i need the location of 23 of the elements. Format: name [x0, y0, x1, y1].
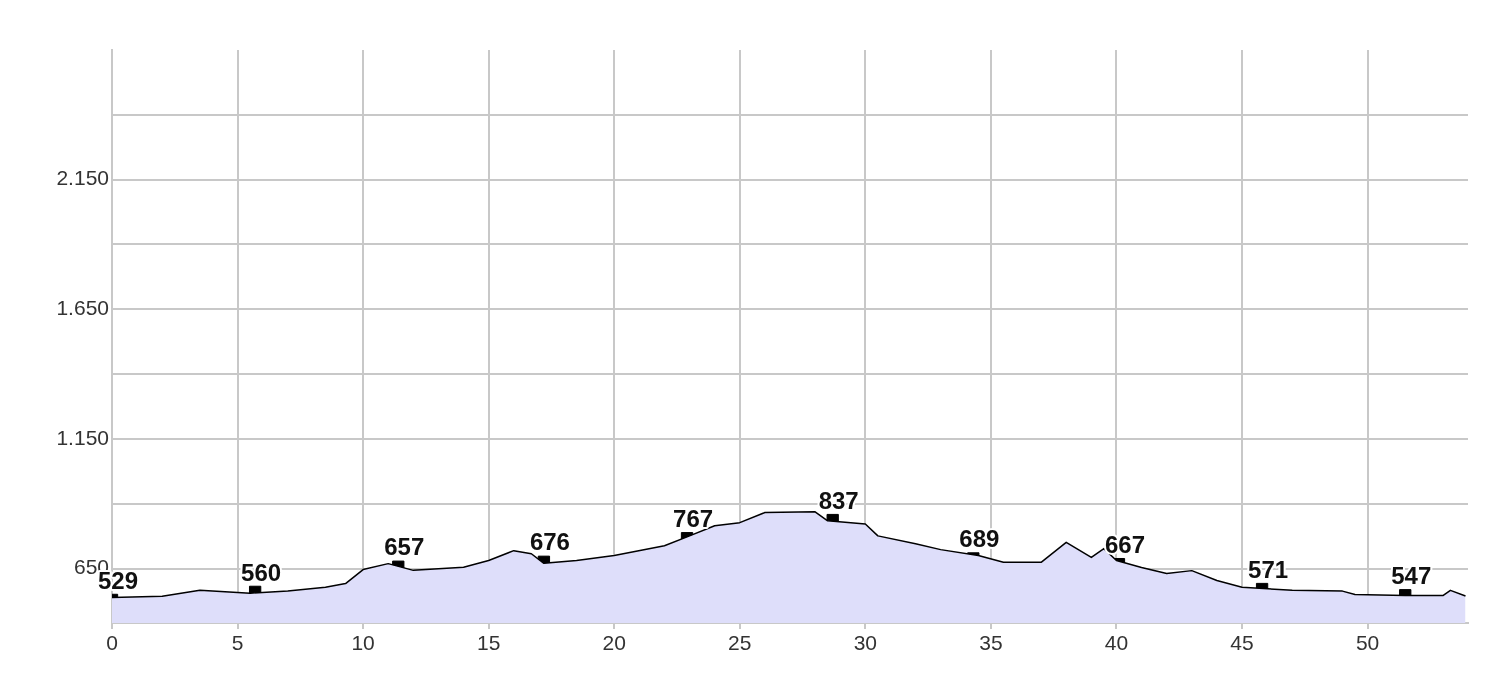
x-tick-label: 25: [728, 631, 752, 655]
data-label: 657: [384, 533, 425, 561]
x-tick-label: 40: [1104, 631, 1129, 655]
data-label: 560: [241, 558, 282, 586]
x-tick-label: 15: [476, 631, 501, 655]
data-label: 571: [1248, 555, 1289, 583]
x-tick-label: 35: [979, 631, 1003, 655]
data-label: 767: [673, 504, 714, 532]
data-label: 676: [529, 528, 570, 556]
data-label: 689: [959, 525, 1000, 553]
x-tick-label: 10: [351, 631, 375, 655]
x-tick-label: 0: [106, 631, 118, 655]
data-label: 547: [1391, 561, 1432, 589]
x-tick-label: 50: [1355, 631, 1380, 655]
y-tick-label: 2.150: [56, 166, 109, 190]
x-tick-label: 45: [1230, 631, 1254, 655]
x-tick-label: 20: [602, 631, 626, 655]
data-label: 837: [818, 486, 859, 514]
y-tick-label: 1.150: [56, 425, 109, 449]
data-label: 667: [1104, 530, 1145, 558]
x-tick-label: 30: [853, 631, 878, 655]
x-tick-label: 5: [231, 631, 244, 655]
y-tick-label: 1.650: [56, 296, 109, 320]
